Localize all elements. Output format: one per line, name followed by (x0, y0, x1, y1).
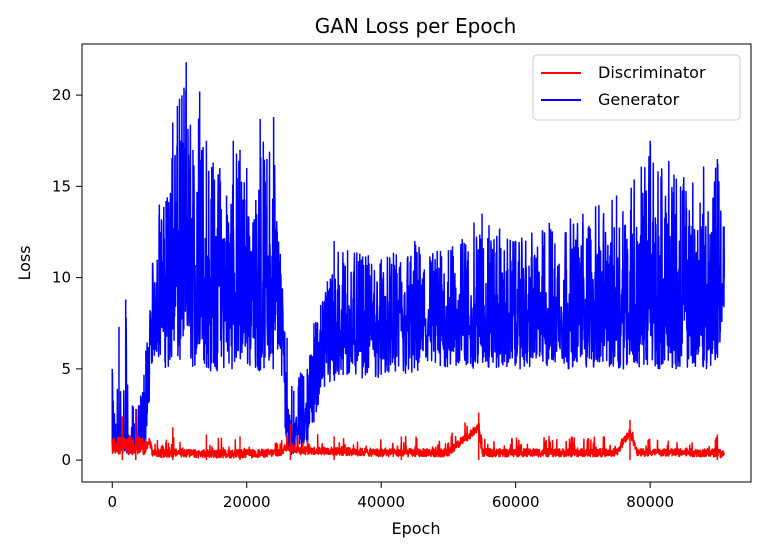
series-line-discriminator (111, 422, 725, 459)
x-tick-label: 60000 (492, 493, 540, 511)
x-tick-label: 0 (107, 493, 117, 511)
plot-area (111, 62, 725, 461)
y-tick-label: 0 (61, 451, 71, 469)
series-line-generator (111, 87, 725, 456)
y-axis-label: Loss (15, 245, 34, 280)
plot-frame (81, 43, 752, 483)
legend-box (532, 54, 741, 121)
x-tick-label: 20000 (223, 493, 271, 511)
legend-label-generator: Generator (598, 90, 680, 109)
y-tick-label: 20 (52, 86, 71, 104)
legend-label-discriminator: Discriminator (598, 63, 706, 82)
x-tick-label: 40000 (357, 493, 405, 511)
y-axis: 0 5 10 15 20 (52, 86, 82, 469)
chart-title: GAN Loss per Epoch (315, 14, 517, 38)
x-tick-label: 80000 (626, 493, 674, 511)
series-layer (111, 62, 725, 461)
y-tick-label: 5 (61, 360, 71, 378)
y-tick-label: 15 (52, 177, 71, 195)
x-axis-label: Epoch (392, 519, 441, 538)
y-tick-label: 10 (52, 269, 71, 287)
x-axis: 0 20000 40000 60000 80000 (107, 482, 674, 511)
legend: Discriminator Generator (532, 54, 741, 121)
